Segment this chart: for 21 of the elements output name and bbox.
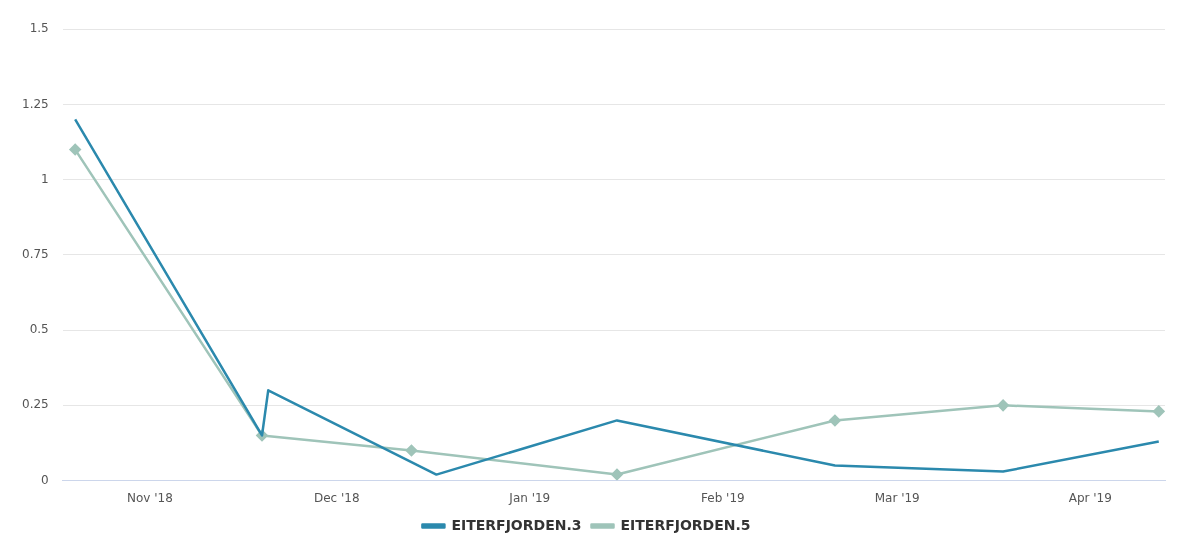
legend-label: EITERFJORDEN.5: [620, 516, 751, 533]
x-tick-label: Apr '19: [1068, 490, 1112, 505]
y-tick-label: 0.5: [29, 322, 49, 337]
x-tick-label: Dec '18: [313, 490, 360, 505]
point: [997, 399, 1009, 412]
point: [829, 414, 841, 427]
point: [611, 468, 623, 481]
legend-label: EITERFJORDEN.3: [451, 516, 582, 533]
y-tick-label: 1.5: [29, 21, 49, 36]
x-tick-label: Jan '19: [508, 490, 551, 505]
x-tick-label: Feb '19: [701, 490, 745, 505]
y-tick-label: 1: [41, 171, 49, 186]
y-tick-label: 0.75: [22, 247, 49, 262]
point: [1153, 405, 1165, 418]
y-tick-label: 1.25: [22, 96, 49, 111]
y-tick-label: 0: [41, 472, 49, 487]
x-tick-label: Nov '18: [127, 490, 173, 505]
point: [405, 444, 418, 457]
point: [69, 143, 81, 156]
y-tick-label: 0.25: [22, 397, 49, 412]
x-tick-label: Mar '19: [874, 490, 920, 505]
